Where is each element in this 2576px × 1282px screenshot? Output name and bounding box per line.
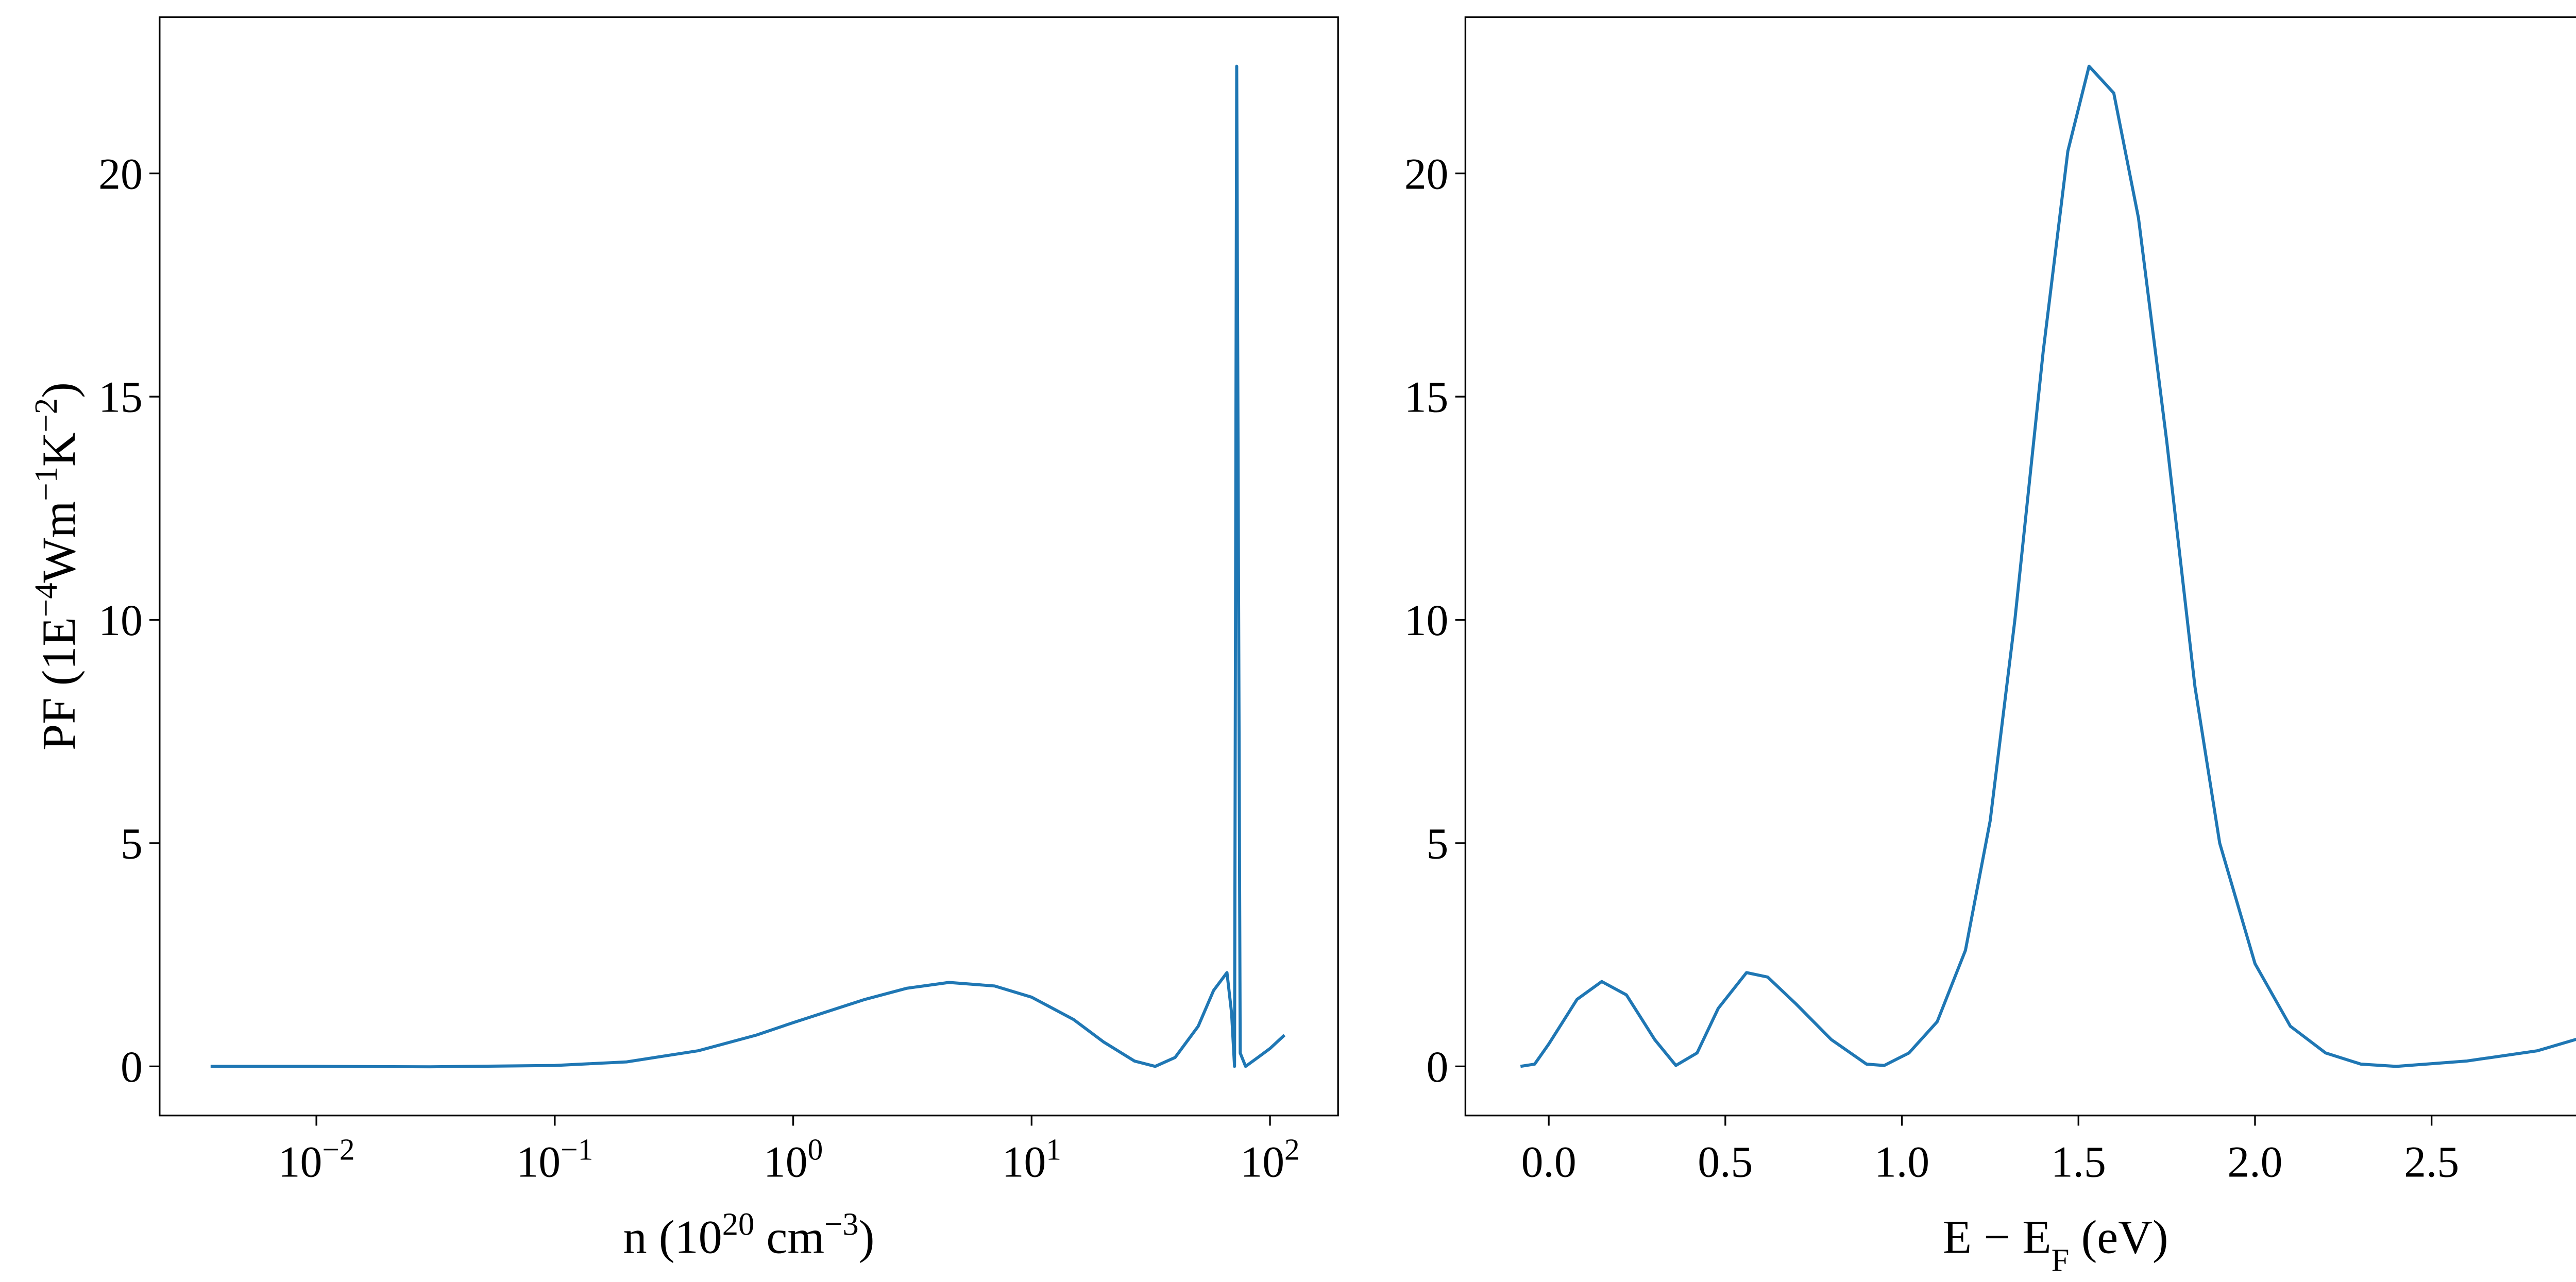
tick-base: 10 <box>516 1137 561 1186</box>
x-tick-label: 2.5 <box>2404 1137 2459 1186</box>
y-tick-label: 20 <box>1404 149 1449 198</box>
tick-base: 10 <box>1240 1137 1284 1186</box>
label-part: (eV) <box>2070 1211 2168 1263</box>
label-part: Wm <box>32 501 85 583</box>
label-part: 20 <box>722 1206 755 1242</box>
label-part: F <box>2052 1242 2070 1278</box>
y-axis-label: PF (1E−4Wm−1K−2) <box>28 382 85 750</box>
tick-exponent: 1 <box>1046 1132 1061 1166</box>
y-tick-label: 5 <box>1427 819 1449 868</box>
x-tick-label: 101 <box>1002 1132 1061 1186</box>
x-tick-label: 10−2 <box>278 1132 355 1186</box>
label-part: ) <box>32 382 85 398</box>
y-tick-label: 15 <box>98 373 143 422</box>
axes-frame <box>1464 16 2576 1117</box>
x-tick-label: 0.0 <box>1521 1137 1577 1186</box>
axes-frame <box>159 16 1339 1117</box>
tick-exponent: 0 <box>808 1132 823 1166</box>
label-part: E − E <box>1943 1211 2052 1263</box>
y-tick-label: 5 <box>121 819 143 868</box>
tick-exponent: 2 <box>1284 1132 1300 1166</box>
tick-exponent: −2 <box>322 1132 354 1166</box>
label-part: −4 <box>28 583 64 617</box>
y-tick-label: 15 <box>1404 373 1449 422</box>
tick-base: 10 <box>1002 1137 1046 1186</box>
x-tick-label: 0.5 <box>1698 1137 1753 1186</box>
x-axis-label: n (1020 cm−3) <box>623 1206 875 1263</box>
tick-exponent: −1 <box>561 1132 593 1166</box>
x-tick-label: 1.0 <box>1874 1137 1929 1186</box>
y-tick-label: 0 <box>1427 1042 1449 1091</box>
label-part: −3 <box>824 1206 859 1242</box>
label-part: cm <box>754 1211 824 1263</box>
x-tick-label: 10−1 <box>516 1132 593 1186</box>
label-part: K <box>32 432 85 467</box>
label-part: −1 <box>28 467 64 501</box>
x-tick-label: 102 <box>1240 1132 1299 1186</box>
y-tick-label: 10 <box>98 596 143 645</box>
y-tick-label: 0 <box>121 1042 143 1091</box>
label-part: PF (1E <box>32 617 85 750</box>
tick-base: 10 <box>278 1137 323 1186</box>
x-axis-label: E − EF (eV) <box>1943 1211 2168 1278</box>
label-part: ) <box>859 1211 875 1263</box>
data-line <box>210 64 1286 1069</box>
x-tick-label: 1.5 <box>2051 1137 2106 1186</box>
x-tick-label: 2.0 <box>2227 1137 2282 1186</box>
y-tick-label: 10 <box>1404 596 1449 645</box>
y-tick-label: 20 <box>98 149 143 198</box>
label-part: n (10 <box>623 1211 722 1263</box>
data-line <box>1520 64 2576 1068</box>
label-part: −2 <box>28 398 64 433</box>
tick-base: 10 <box>764 1137 808 1186</box>
x-tick-label: 100 <box>764 1132 823 1186</box>
